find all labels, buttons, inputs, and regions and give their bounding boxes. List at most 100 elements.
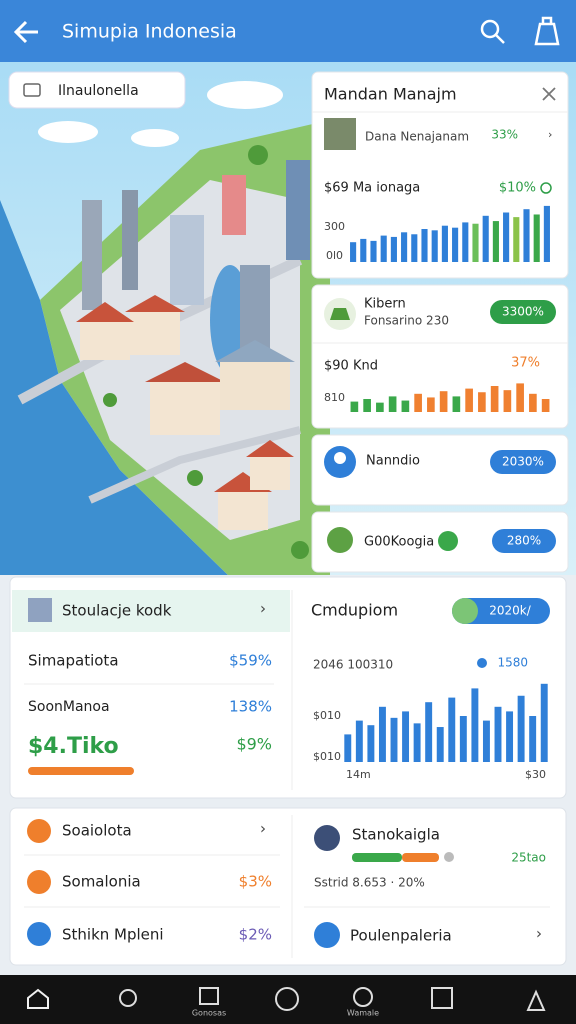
bar [452, 227, 459, 262]
bar [503, 212, 510, 262]
bar [431, 230, 438, 262]
bar [490, 386, 499, 412]
list-item[interactable]: Sthikn Mpleni [62, 926, 164, 944]
item-name: Dana Nenajanam [365, 130, 469, 144]
item-value: 33% [491, 128, 518, 142]
bar [482, 215, 489, 262]
y-tick-label: $010 [313, 709, 341, 722]
bottom-nav [0, 975, 576, 1024]
bar [421, 229, 428, 262]
badge[interactable] [492, 529, 556, 553]
bar [363, 399, 371, 412]
bar [402, 711, 410, 762]
list-value: $2% [239, 926, 272, 944]
card-name: Nanndio [366, 454, 420, 469]
bar [350, 401, 359, 412]
stat-value: 138% [229, 698, 272, 716]
toggle-text: 2020k/ [489, 604, 531, 618]
progress-bar [352, 853, 402, 862]
chevron[interactable]: › [536, 925, 542, 943]
toggle[interactable] [452, 598, 550, 624]
bar [401, 232, 408, 262]
bar [370, 240, 377, 262]
x-tick-label: $30 [525, 768, 546, 781]
bar [482, 720, 490, 762]
nav-home[interactable] [27, 988, 49, 1009]
bar [543, 205, 550, 262]
bar [529, 393, 537, 412]
chart-change: $10% [499, 181, 536, 196]
bar-chart [344, 683, 548, 762]
search-button[interactable] [480, 19, 505, 44]
bar [355, 720, 363, 762]
badge-text: 2030% [502, 455, 544, 469]
nav-profile[interactable] [526, 989, 546, 1011]
badge[interactable] [490, 450, 556, 474]
list-value: $3% [239, 873, 272, 891]
bar [459, 716, 467, 762]
bar [367, 725, 375, 762]
nav-label: Gonosas [192, 1009, 226, 1018]
bar [401, 400, 410, 412]
y-tick-label: $010 [313, 750, 341, 763]
stats-header[interactable]: Stoulacje kodk [62, 602, 172, 620]
list-item[interactable]: Poulenpaleria [350, 927, 452, 945]
profile-button[interactable] [534, 16, 560, 46]
app-bar [0, 0, 576, 62]
bar [388, 396, 397, 412]
list-card [9, 807, 567, 966]
bar [427, 397, 435, 412]
back-button[interactable] [13, 20, 38, 44]
app-title: Simupia Indonesia [62, 21, 237, 43]
bar [506, 711, 514, 762]
list-detail: Sstrid 8.653 · 20% [314, 876, 425, 890]
y-tick-label: 0l0 [326, 249, 343, 262]
bar [492, 221, 499, 262]
badge-text: 280% [507, 534, 541, 548]
side-panel: Mandan Manajm Dana Nenajanam 33% › $69 M… [311, 71, 569, 573]
card-name: G00Koogia [364, 535, 434, 550]
card-subtitle: Fonsarino 230 [364, 314, 449, 328]
chevron[interactable]: › [260, 820, 266, 838]
progress-bar [28, 767, 134, 775]
bar [439, 391, 448, 412]
chevron[interactable]: › [548, 128, 552, 141]
bar [390, 717, 398, 762]
list-item[interactable]: Stanokaigla [352, 826, 440, 844]
nav-search[interactable] [119, 989, 137, 1007]
chart-title: $69 Ma ionaga [324, 181, 420, 196]
nav-tab[interactable] [353, 987, 373, 1007]
nav-label: Wamale [347, 1009, 379, 1018]
bar [413, 723, 421, 762]
list-item[interactable]: Somalonia [62, 873, 141, 891]
badge[interactable] [490, 300, 556, 324]
nav-tab[interactable] [431, 987, 453, 1009]
chart-change: 1580 [497, 656, 528, 670]
location-chip[interactable] [8, 71, 186, 109]
bar [513, 217, 520, 262]
list-item[interactable]: Soaiolota [62, 822, 132, 840]
bar [376, 402, 384, 412]
stat-name: SoonManoa [28, 699, 110, 715]
chevron[interactable]: › [260, 600, 266, 618]
bar [465, 388, 473, 412]
bar [503, 390, 512, 412]
bar [390, 236, 397, 262]
stat-value: $59% [229, 652, 272, 670]
bar [529, 716, 537, 762]
bar [360, 238, 367, 262]
big-change: $9% [236, 735, 272, 754]
close-button[interactable] [542, 87, 556, 101]
bar [462, 222, 469, 262]
x-tick-label: 14m [346, 768, 371, 781]
bar [517, 695, 525, 762]
nav-tab[interactable] [275, 987, 299, 1011]
bar [350, 242, 357, 262]
big-value: $4.Tiko [28, 734, 119, 759]
bar [414, 393, 422, 412]
nav-tab[interactable] [199, 987, 219, 1005]
bar [533, 214, 540, 262]
bar-chart [350, 205, 550, 262]
chart-title: Cmdupiom [311, 601, 398, 620]
